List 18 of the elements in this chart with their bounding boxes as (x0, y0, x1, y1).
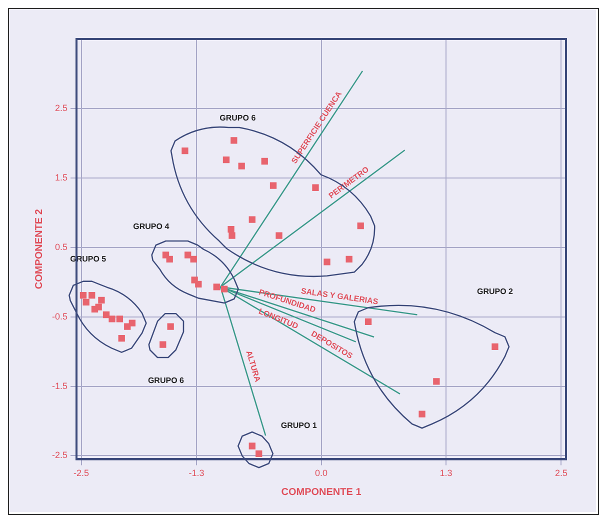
y-tick-label: 1.5 (54, 172, 68, 182)
y-tick-label: -2.5 (52, 450, 68, 460)
annotation: GRUPO 2 (476, 286, 514, 296)
annotation: GRUPO 4 (133, 222, 170, 232)
x-axis-title: COMPONENTE 1 (281, 486, 362, 498)
x-tick-label: 2.5 (554, 468, 568, 478)
annotation: GRUPO 1 (280, 421, 318, 430)
annotation: GRUPO 6 (148, 376, 185, 385)
x-tick-label: -2.5 (74, 468, 90, 478)
y-tick-label: 0.5 (54, 242, 68, 252)
y-tick-label: 2.5 (54, 102, 68, 113)
x-tick-label: 1.3 (440, 468, 452, 478)
y-tick-label: -1.5 (52, 380, 68, 391)
x-tick-label: -1.3 (188, 468, 204, 478)
y-tick-label: -0.5 (52, 311, 68, 322)
x-tick-label: 0.0 (314, 468, 328, 478)
y-axis-title: COMPONENTE 2 (34, 208, 45, 290)
annotation: GRUPO 6 (220, 114, 256, 123)
